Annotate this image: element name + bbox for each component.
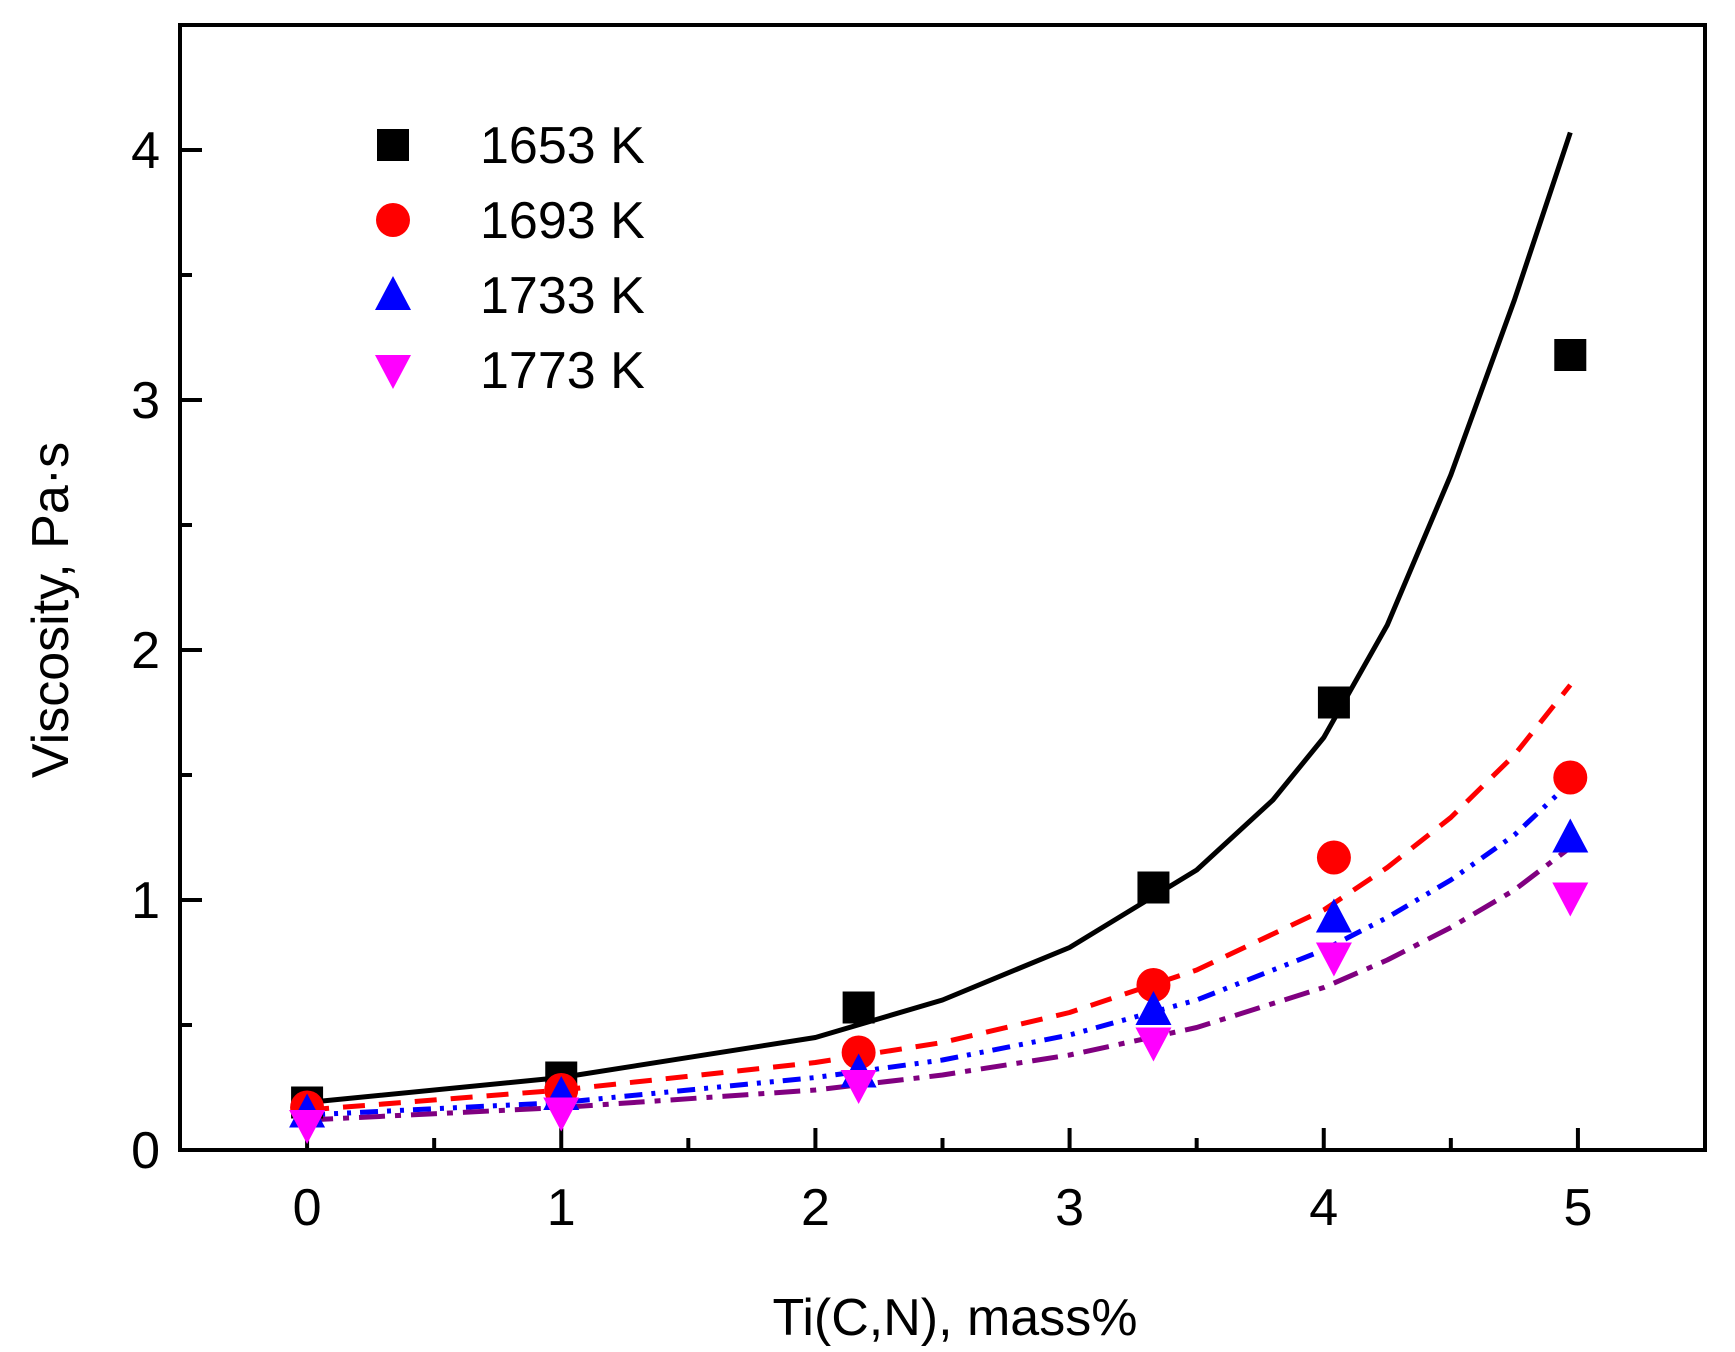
data-point <box>1136 968 1171 1002</box>
fit-lines <box>306 131 1573 1123</box>
legend: 1653 K 1693 K 1733 K 1773 K <box>375 117 645 400</box>
y-axis: 0 1 2 3 4 <box>131 122 202 1180</box>
data-point <box>1315 942 1352 977</box>
y-tick-label: 1 <box>131 872 160 930</box>
fit-line <box>306 780 1573 1118</box>
fit-line <box>306 683 1573 1113</box>
data-point <box>1553 760 1588 795</box>
data-point <box>841 1035 876 1070</box>
data-point <box>1135 991 1172 1025</box>
data-point <box>1317 686 1350 719</box>
data-point <box>1137 871 1170 904</box>
x-tick-label: 2 <box>801 1179 830 1237</box>
data-point <box>1135 1027 1172 1062</box>
y-axis-title: Viscosity, Pa·s <box>22 442 80 778</box>
y-tick-label: 0 <box>131 1122 160 1180</box>
data-point <box>1316 840 1351 875</box>
y-tick-label: 4 <box>131 122 160 180</box>
legend-label: 1693 K <box>480 192 645 250</box>
plot-frame <box>178 23 1707 1152</box>
plot-border <box>178 23 1707 1152</box>
fit-line <box>306 131 1573 1105</box>
data-point <box>1315 898 1352 933</box>
legend-marker <box>377 129 409 161</box>
legend-marker <box>376 203 410 237</box>
legend-label: 1733 K <box>480 267 645 325</box>
x-axis-title: Ti(C,N), mass% <box>773 1289 1138 1347</box>
data-point <box>1554 339 1587 371</box>
x-tick-label: 4 <box>1309 1179 1338 1237</box>
data-point <box>289 1110 326 1144</box>
data-point <box>842 991 875 1024</box>
legend-label: 1773 K <box>480 342 645 400</box>
data-point <box>1552 818 1589 853</box>
y-tick-label: 3 <box>131 372 160 430</box>
x-tick-label: 3 <box>1055 1179 1084 1237</box>
data-point <box>543 1097 580 1132</box>
x-axis: 0 1 2 3 4 5 <box>178 1128 1707 1237</box>
legend-marker <box>375 355 411 389</box>
legend-label: 1653 K <box>480 117 645 175</box>
legend-marker <box>375 276 411 310</box>
data-markers <box>289 339 1589 1144</box>
y-tick-label: 2 <box>131 622 160 680</box>
fit-line <box>306 845 1572 1123</box>
x-tick-label: 5 <box>1563 1179 1592 1237</box>
x-tick-label: 0 <box>293 1179 322 1237</box>
data-point <box>1552 882 1589 917</box>
data-point <box>840 1070 877 1104</box>
x-tick-label: 1 <box>547 1179 576 1237</box>
